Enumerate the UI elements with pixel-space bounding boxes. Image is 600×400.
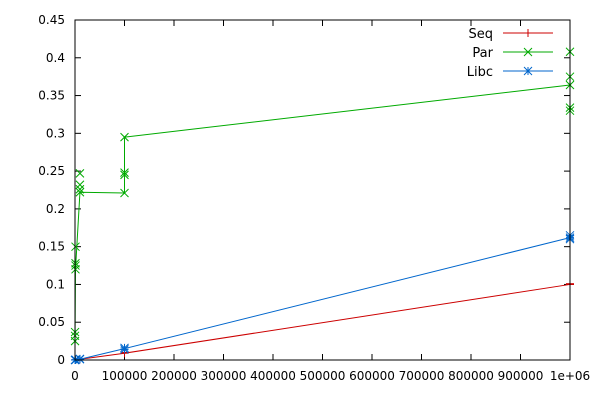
x-tick-label: 900000 <box>498 369 544 383</box>
y-tick-label: 0.1 <box>46 277 65 291</box>
y-tick-label: 0.15 <box>38 240 65 254</box>
data-point-par <box>75 169 85 178</box>
y-tick-label: 0 <box>57 353 65 367</box>
legend: Seq Par Libc <box>467 27 553 80</box>
y-tick-labels: 0 0.05 0.1 0.15 0.2 0.25 0.3 0.35 0.4 0.45 <box>38 13 65 367</box>
x-tick-label: 700000 <box>399 369 445 383</box>
y-tick-label: 0.35 <box>38 89 65 103</box>
x-tick-label: 600000 <box>349 369 395 383</box>
series-line-seq <box>74 283 571 361</box>
legend-marker-par <box>523 47 533 57</box>
x-tick-label: 800000 <box>448 369 494 383</box>
data-point-par <box>120 168 129 177</box>
data-point-libc <box>75 354 85 364</box>
x-tick-label: 200000 <box>151 369 197 383</box>
y-tick-label: 0.25 <box>38 164 65 178</box>
data-point-par <box>120 170 129 180</box>
data-point-par <box>120 188 129 198</box>
y-tick-label: 0.3 <box>46 126 65 140</box>
x-tick-label: 1e+06 <box>550 369 590 383</box>
x-tick-labels: 0 100000 200000 300000 400000 500000 600000 700… <box>71 369 590 383</box>
data-point-libc <box>120 343 129 353</box>
y-tick-label: 0.2 <box>46 202 65 216</box>
y-tick-label: 0.45 <box>38 13 65 27</box>
legend-label-libc: Libc <box>467 65 493 80</box>
data-point-par <box>75 184 85 194</box>
x-tick-label: 0 <box>71 369 79 383</box>
series-markers <box>70 47 575 365</box>
series-lines <box>74 84 571 361</box>
x-tick-label: 400000 <box>250 369 296 383</box>
axis-ticks <box>74 19 571 361</box>
legend-label-par: Par <box>472 46 493 61</box>
series-line-libc <box>74 237 571 361</box>
y-tick-label: 0.05 <box>38 315 65 329</box>
data-point-par <box>120 132 129 142</box>
x-tick-label: 300000 <box>201 369 247 383</box>
data-point-par <box>75 180 85 190</box>
x-tick-label: 100000 <box>102 369 148 383</box>
legend-label-seq: Seq <box>468 27 493 42</box>
data-point-par <box>75 187 85 197</box>
y-tick-label: 0.4 <box>46 51 65 65</box>
plot-frame <box>74 19 571 361</box>
x-tick-label: 500000 <box>300 369 346 383</box>
legend-marker-libc <box>523 66 533 76</box>
legend-marker-seq <box>524 29 532 37</box>
